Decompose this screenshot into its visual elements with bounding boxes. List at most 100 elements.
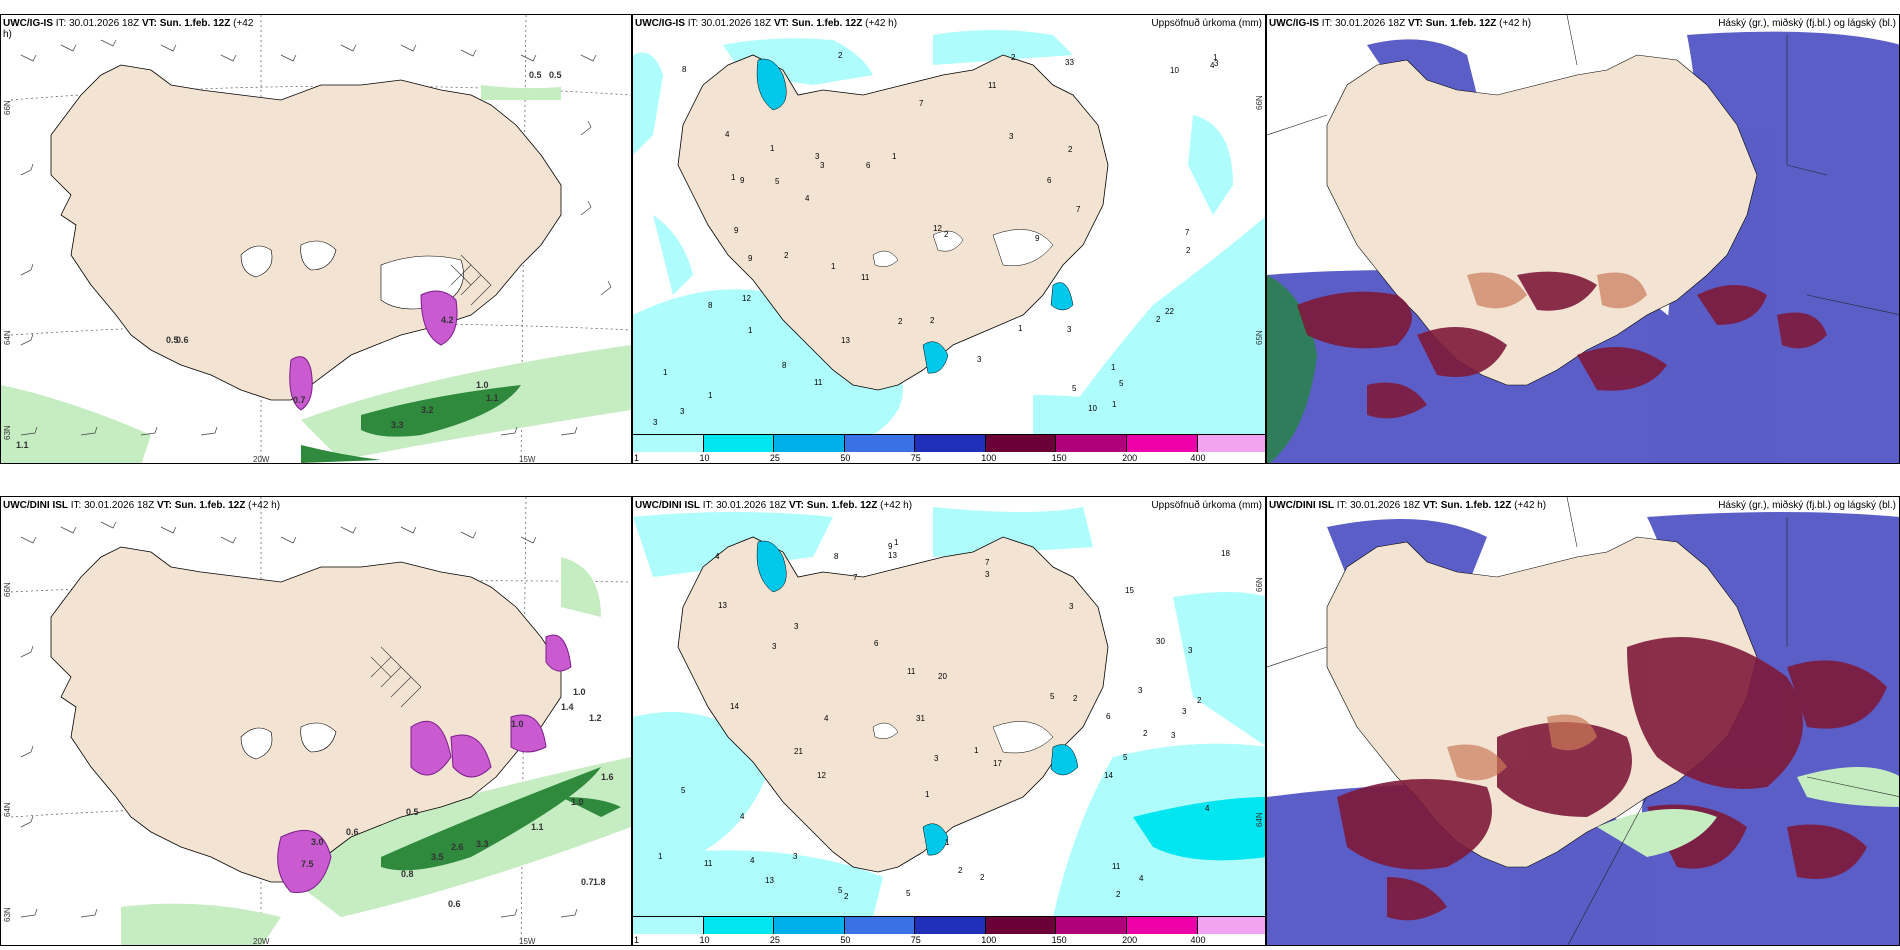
lat-label: 63N: [3, 907, 12, 922]
panel-right-label: Háský (gr.), miðský (fj.bl.) og lágský (…: [1718, 18, 1896, 29]
precip-value: 4: [750, 856, 755, 865]
precip-value: 5: [1123, 753, 1128, 762]
lat-label: 66N: [3, 582, 12, 597]
colorbar-tick-label: 10: [699, 935, 710, 945]
contour-value: 0.5: [406, 807, 419, 817]
colorbar-segment: [1197, 435, 1265, 452]
precip-value: 3: [1182, 707, 1187, 716]
contour-value: 0.6: [346, 827, 359, 837]
precip-value: 1: [1018, 324, 1023, 333]
contour-value: 3.3: [476, 839, 489, 849]
precip-value: 2: [838, 51, 843, 60]
colorbar-tick-label: 25: [769, 935, 780, 945]
panel-top-left: UWC/IG-IS IT: 30.01.2026 18Z VT: Sun. 1.…: [0, 14, 632, 464]
precip-value: 1: [1112, 400, 1117, 409]
lat-label: 63N: [3, 425, 12, 440]
precip-value: 1: [658, 852, 663, 861]
contour-value: 1.1: [486, 393, 499, 403]
panel-title: UWC/DINI ISL IT: 30.01.2026 18Z VT: Sun.…: [3, 500, 281, 511]
contour-value: 1.0: [573, 687, 586, 697]
precip-value: 1: [1111, 363, 1116, 372]
precip-value: 8: [682, 65, 687, 74]
precip-value: 5: [775, 177, 780, 186]
colorbar-segment: [844, 917, 916, 934]
precip-value: 13: [841, 336, 850, 345]
precip-value: 8: [782, 361, 787, 370]
iceland-land: [677, 536, 1109, 873]
iceland-land: [677, 54, 1109, 391]
precip-value: 2: [1186, 246, 1191, 255]
colorbar-segment: [774, 917, 845, 934]
colorbar-tick-label: 1: [634, 453, 640, 463]
precip-value: 5: [838, 886, 843, 895]
lon-label: 20W: [253, 455, 270, 464]
precip-value: 1: [974, 746, 979, 755]
precip-value: 4: [715, 552, 720, 561]
contour-value: 0.7: [293, 395, 306, 405]
precip-map-bottom: [633, 497, 1265, 917]
iceland-land: [50, 64, 562, 401]
precip-value: 3: [793, 852, 798, 861]
colorbar-tick-label: 100: [981, 935, 997, 945]
colorbar-tick-label: 200: [1122, 453, 1138, 463]
precip-value: 7: [1185, 228, 1190, 237]
panel-right-label: Uppsöfnuð úrkoma (mm): [1151, 18, 1262, 29]
contour-value: 0.6: [176, 335, 189, 345]
colorbar-labels: 1 10 25 50 75 100 150 200 400: [633, 935, 1265, 945]
precip-value: 30: [1156, 637, 1165, 646]
colorbar-tick-label: 400: [1190, 453, 1206, 463]
precip-value: 1: [708, 391, 713, 400]
lat-label: 66N: [3, 100, 12, 115]
precip-value: 7: [985, 558, 990, 567]
precip-value: 5: [681, 786, 686, 795]
precip-value: 1: [770, 144, 775, 153]
precip-value: 1: [1213, 53, 1218, 62]
colorbar-tick-label: 50: [840, 935, 851, 945]
lon-label: 15W: [519, 937, 536, 946]
colorbar-segment: [915, 917, 986, 934]
contour-value: 0.6: [448, 899, 461, 909]
precip-value: 3: [1067, 325, 1072, 334]
contour-value: 1.8: [593, 877, 606, 887]
precip-value: 11: [704, 859, 713, 868]
lat-label: 64N: [3, 802, 12, 817]
precip-value: 2: [898, 317, 903, 326]
precip-value: 6: [1047, 176, 1052, 185]
contour-value: 4.2: [441, 315, 454, 325]
colorbar: [633, 916, 1265, 934]
precip-value: 1: [831, 262, 836, 271]
precip-value: 1: [894, 538, 899, 547]
precip-value: 3: [1138, 686, 1143, 695]
lat-label: 64N: [3, 330, 12, 345]
colorbar-tick-label: 100: [981, 453, 997, 463]
colorbar: [633, 434, 1265, 452]
precip-value: 1: [892, 152, 897, 161]
wind-snow-map-bottom: [10, 497, 631, 945]
precip-value: 2: [1143, 729, 1148, 738]
precip-value: 14: [1104, 771, 1113, 780]
precip-value: 1: [925, 790, 930, 799]
colorbar-tick-label: 150: [1051, 935, 1067, 945]
precip-value: 3: [820, 161, 825, 170]
precip-value: 3: [1214, 59, 1219, 68]
precip-value: 11: [907, 667, 916, 676]
precip-value: 6: [874, 639, 879, 648]
precip-value: 3: [977, 355, 982, 364]
precip-value: 31: [916, 714, 925, 723]
precip-value: 10: [1088, 404, 1097, 413]
colorbar-tick-label: 10: [699, 453, 710, 463]
precip-value: 4: [725, 130, 730, 139]
precip-value: 14: [730, 702, 739, 711]
precip-map-top: [633, 15, 1265, 435]
colorbar-tick-label: 25: [769, 453, 780, 463]
precip-value: 33: [1065, 58, 1074, 67]
precip-value: 4: [1210, 61, 1215, 70]
contour-value: 3.0: [311, 837, 324, 847]
precip-value: 2: [1011, 53, 1016, 62]
cloud-map-top: [1267, 15, 1899, 463]
panel-right-label: Uppsöfnuð úrkoma (mm): [1151, 500, 1262, 511]
precip-value: 3: [934, 754, 939, 763]
colorbar-labels: 1 10 25 50 75 100 150 200 400: [633, 453, 1265, 463]
colorbar-segment: [703, 435, 775, 452]
colorbar-tick-label: 75: [910, 453, 921, 463]
